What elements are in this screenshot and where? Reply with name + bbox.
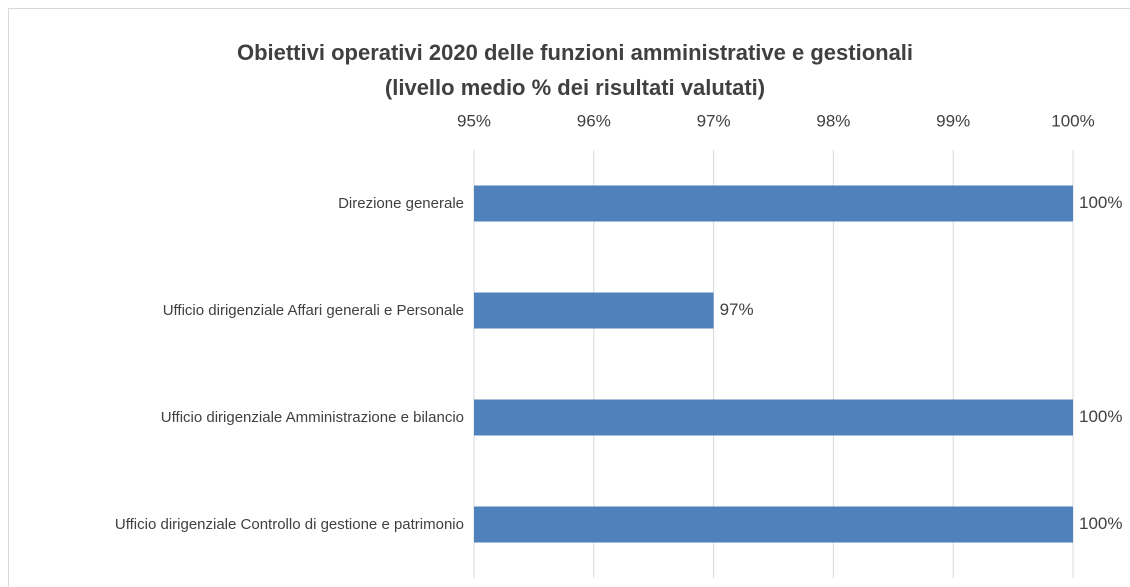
value-label: 97% [720,300,754,319]
chart-subtitle: (livello medio % dei risultati valutati) [385,75,765,100]
y-tick-label: Ufficio dirigenziale Amministrazione e b… [160,408,464,426]
value-label: 100% [1079,193,1122,212]
y-tick-label: Direzione generale [338,194,464,212]
value-label: 100% [1079,514,1122,533]
x-tick-label: 97% [697,111,731,130]
chart-title: Obiettivi operativi 2020 delle funzioni … [237,40,913,65]
x-tick-label: 96% [577,111,611,130]
bar [474,506,1073,543]
value-label: 100% [1079,407,1122,426]
x-tick-label: 95% [457,111,491,130]
bar [474,399,1073,436]
x-tick-label: 98% [816,111,850,130]
x-tick-label: 100% [1051,111,1094,130]
bar [474,185,1073,222]
y-tick-label: Ufficio dirigenziale Controllo di gestio… [114,515,464,533]
x-tick-label: 99% [936,111,970,130]
y-tick-label: Ufficio dirigenziale Affari generali e P… [162,301,464,319]
bar [474,292,714,329]
